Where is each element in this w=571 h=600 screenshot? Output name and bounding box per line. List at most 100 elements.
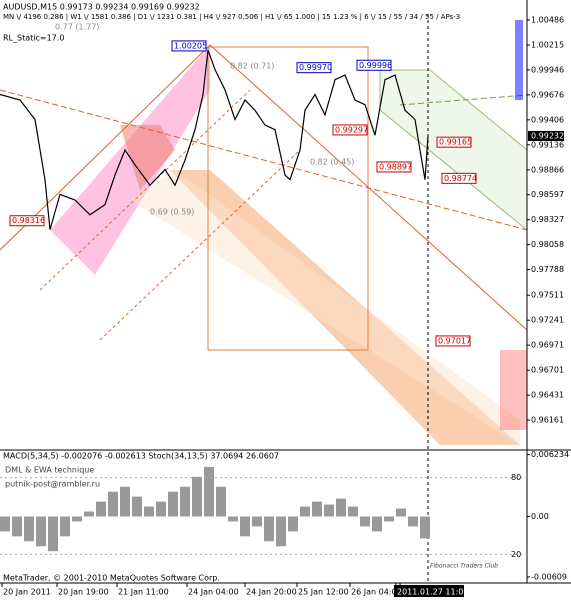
macd-bar (168, 491, 178, 517)
y-tick-label: 0.006234 (531, 450, 569, 459)
price-label-box (171, 40, 207, 52)
macd-bar (72, 516, 82, 522)
macd-bar (396, 508, 406, 517)
macd-bar (372, 516, 382, 532)
macd-bar (48, 516, 58, 552)
price-label: 0.97017 (438, 336, 471, 345)
macd-bar (276, 516, 286, 547)
subtitle: MN \/ 4196 0.286 | W1 \/ 1581 0.386 | D1… (3, 13, 460, 21)
current-price: 0.99232 (531, 131, 564, 140)
y-tick-label: 0.96971 (531, 341, 564, 350)
price-label-box (376, 161, 412, 173)
trend-line (39, 89, 251, 291)
macd-bar (216, 486, 226, 517)
price-label: 0.99970 (299, 63, 332, 72)
cursor-time-box (394, 585, 464, 597)
chart-title: AUDUSD,M15 0.99173 0.99234 0.99169 0.992… (3, 3, 200, 12)
x-tick-label: 2011.01.27 11:02 (397, 588, 468, 597)
y-tick-label: 0.96701 (531, 366, 564, 375)
macd-bar (408, 516, 418, 527)
macd-bar (384, 516, 394, 522)
macd-bar (0, 516, 10, 532)
y2-tick-label: 80 (511, 473, 521, 482)
macd-bar (60, 516, 70, 537)
price-label: 0.98774 (444, 174, 477, 183)
macd-bar (312, 501, 322, 517)
y-tick-label: 0.97511 (531, 291, 564, 300)
macd-bar (192, 476, 202, 517)
macd-bar (132, 496, 142, 517)
profile (500, 350, 527, 430)
macd-bar (288, 516, 298, 532)
x-tick-label: 26 Jan 04:00 (351, 588, 402, 597)
macd-bar (12, 516, 22, 537)
y-tick-label: 0.98327 (531, 215, 564, 224)
trend-line (0, 89, 528, 231)
macd-bar (264, 516, 274, 542)
trend-line (209, 44, 528, 331)
macd-bar (108, 491, 118, 517)
macd-bar (120, 486, 130, 517)
macd-bar (348, 506, 358, 517)
y-tick-label: 0.97241 (531, 316, 564, 325)
macd-bar (204, 466, 214, 517)
macd-title: MACD(5,34,5) -0.002076 -0.002613 Stoch(3… (3, 452, 279, 461)
x-tick-label: 25 Jan 12:00 (298, 588, 349, 597)
y-tick-label: 0.99676 (531, 90, 564, 99)
macd-bar (324, 504, 334, 517)
price-label: 0.99165 (439, 138, 472, 147)
price-label-box (441, 172, 477, 184)
macd-bar (36, 516, 46, 547)
y-tick-label: 0.00 (531, 512, 549, 521)
x-tick-label: 20 Jan 19:00 (58, 588, 109, 597)
price-label: 0.98316 (12, 216, 45, 225)
price-label-box (332, 124, 368, 136)
price-label-box (9, 215, 45, 227)
x-tick-label: 21 Jan 11:00 (118, 588, 169, 597)
current-price-box (528, 130, 564, 141)
y-tick-label: 0.99946 (531, 65, 564, 74)
macd-bar (228, 516, 238, 522)
macd-bar (336, 498, 346, 517)
price-label-box (296, 62, 332, 74)
price-label: 0.98897 (379, 162, 412, 171)
macd-bar (180, 486, 190, 517)
y-tick-label: 0.96161 (531, 416, 564, 425)
macd-bar (144, 506, 154, 517)
fib-drawings (0, 14, 528, 583)
annotation: 0.77 (1.77) (55, 23, 99, 32)
light-band (130, 170, 520, 445)
macd-bar (156, 501, 166, 517)
macd-bar (96, 501, 106, 517)
green-line (399, 94, 528, 106)
macd-bar (300, 506, 310, 517)
annotation: MetaTrader, © 2001-2010 MetaQuotes Softw… (3, 574, 220, 583)
annotation: Fibonacci Traders Club (430, 563, 498, 570)
macd-bar (360, 516, 370, 527)
macd-bar (420, 516, 430, 539)
price-line (0, 49, 429, 230)
pink-channel (50, 45, 210, 275)
x-tick-label: 24 Jan 04:00 (188, 588, 239, 597)
price-label-box (356, 59, 392, 71)
y-tick-label: 0.98058 (531, 240, 564, 249)
macd-bar (240, 516, 250, 537)
y-tick-label: 0.99406 (531, 115, 564, 124)
price-label: 1.00205 (174, 41, 207, 50)
annotation: RL_Static=17.0 (3, 34, 64, 43)
annotation: putnik-post@rambler.ru (5, 480, 100, 489)
annotation: 0.82 (0.71) (230, 62, 274, 71)
y-tick-label: 0.97788 (531, 265, 564, 274)
y-tick-label: 0.96431 (531, 391, 564, 400)
y-tick-label: 1.00215 (531, 41, 564, 50)
x-tick-label: 20 Jan 2011 (3, 588, 51, 597)
annotation: DML & EWA technique (5, 466, 94, 475)
price-label-box (436, 136, 472, 148)
price-label: 0.99996 (359, 61, 392, 70)
profile (515, 20, 523, 100)
price-label: 0.99297 (335, 125, 368, 134)
trend-line (99, 149, 301, 341)
macd-bar (252, 516, 262, 527)
red-zone (120, 125, 175, 190)
